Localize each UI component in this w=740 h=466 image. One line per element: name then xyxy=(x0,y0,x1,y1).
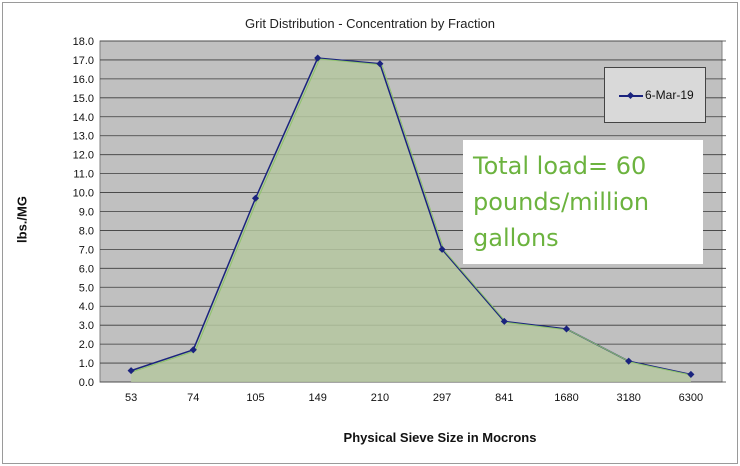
y-tick-label: 9.0 xyxy=(79,207,94,219)
y-tick-label: 16.0 xyxy=(73,74,94,86)
y-tick-label: 0.0 xyxy=(79,377,94,389)
y-tick-label: 18.0 xyxy=(73,36,94,48)
y-tick-labels: 0.0 1.0 2.0 3.0 4.0 5.0 6.0 7.0 8.0 9.0 10.0 11.0 12… xyxy=(73,36,94,389)
x-tick-label: 105 xyxy=(246,392,264,404)
y-tick-label: 3.0 xyxy=(79,320,94,332)
x-tick-label: 210 xyxy=(371,392,389,404)
data-point xyxy=(562,325,571,333)
x-tick-label: 149 xyxy=(309,392,327,404)
data-point xyxy=(687,370,695,378)
data-point xyxy=(251,194,260,202)
y-tick-label: 12.0 xyxy=(73,150,94,162)
series-group xyxy=(127,54,695,383)
y-tick-label: 8.0 xyxy=(79,225,94,237)
series-area-edge xyxy=(132,58,694,376)
y-tick-label: 13.0 xyxy=(73,131,94,143)
legend-line-marker-icon xyxy=(619,95,643,97)
x-tick-label: 841 xyxy=(495,392,513,404)
data-point xyxy=(189,346,197,354)
x-tick-labels: 53 74 105 149 210 297 841 1680 3180 6300 xyxy=(125,392,703,404)
data-point xyxy=(376,60,384,68)
x-axis-label: Physical Sieve Size in Mocrons xyxy=(343,430,537,445)
y-tick-label: 11.0 xyxy=(73,169,94,181)
x-tick-label: 1680 xyxy=(554,392,578,404)
y-tick-label: 14.0 xyxy=(73,112,94,124)
y-tick-label: 6.0 xyxy=(79,263,94,275)
legend: 6-Mar-19 xyxy=(604,67,706,123)
y-tick-label: 10.0 xyxy=(73,188,94,200)
x-tick-label: 3180 xyxy=(616,392,640,404)
y-tick-label: 2.0 xyxy=(79,339,94,351)
legend-entry: 6-Mar-19 xyxy=(645,88,694,102)
x-tick-label: 53 xyxy=(125,392,137,404)
total-load-annotation: Total load= 60 pounds/million gallons xyxy=(463,140,703,264)
x-tick-label: 6300 xyxy=(679,392,703,404)
data-point xyxy=(500,317,508,325)
y-tick-label: 7.0 xyxy=(79,244,94,256)
data-point xyxy=(625,357,633,365)
data-point xyxy=(438,245,446,253)
y-tick-label: 4.0 xyxy=(79,301,94,313)
x-tick-label: 74 xyxy=(187,392,199,404)
y-tick-label: 1.0 xyxy=(79,358,94,370)
data-point xyxy=(127,367,135,375)
y-tick-label: 17.0 xyxy=(73,55,94,67)
data-point xyxy=(314,54,322,62)
y-tick-label: 5.0 xyxy=(79,282,94,294)
y-axis-label: lbs./MG xyxy=(14,196,30,243)
chart-title: Grit Distribution - Concentration by Fra… xyxy=(245,16,495,31)
x-tick-label: 297 xyxy=(433,392,451,404)
series-area xyxy=(131,58,691,383)
y-tick-label: 15.0 xyxy=(73,93,94,105)
